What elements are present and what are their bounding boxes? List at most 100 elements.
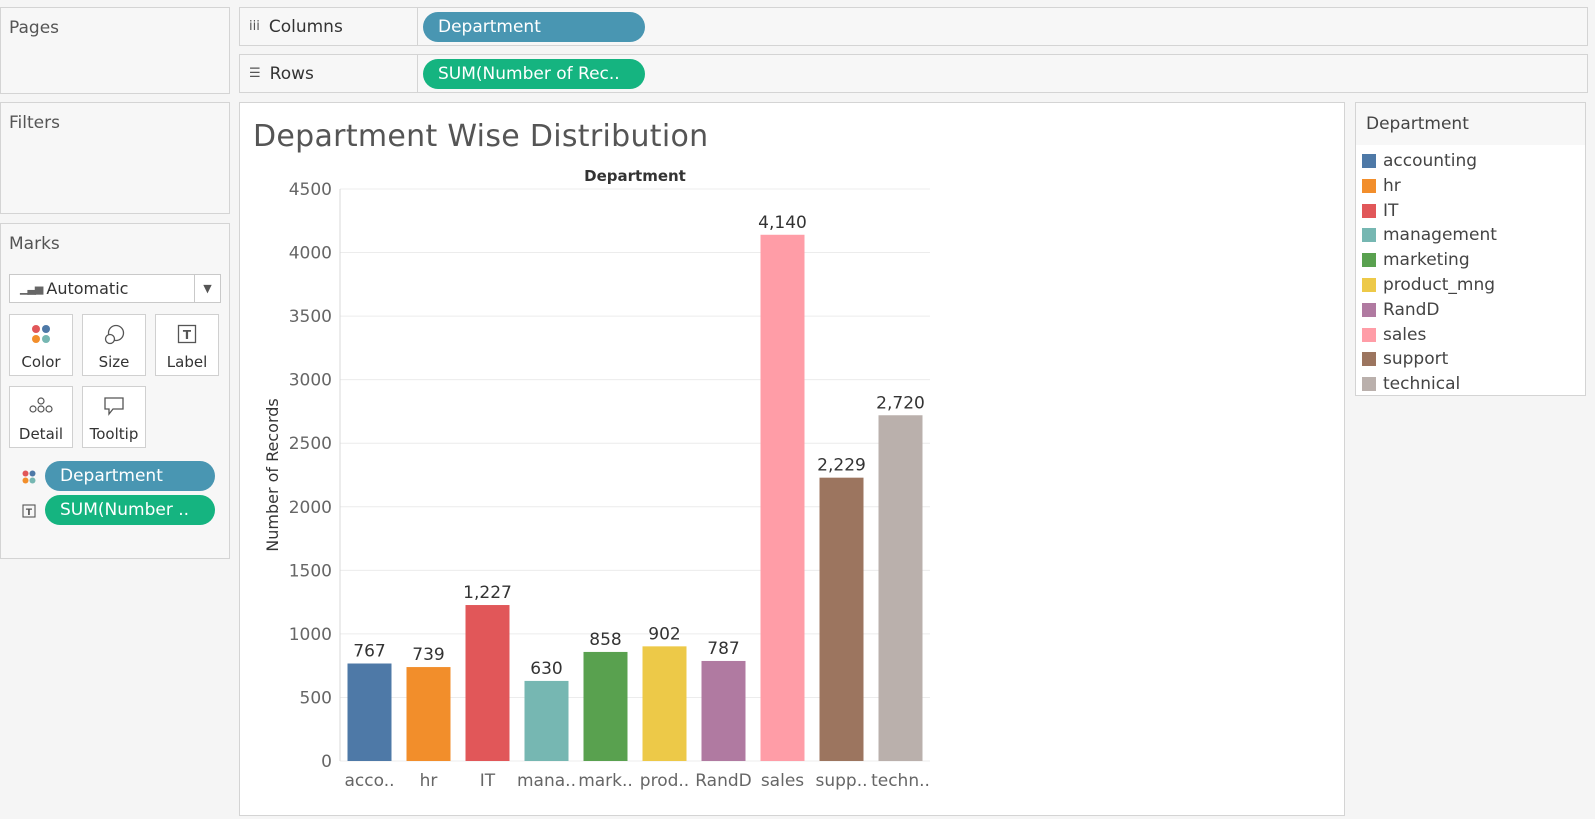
x-tick-label: IT <box>480 771 496 791</box>
legend-swatch <box>1362 228 1376 243</box>
tooltip-button[interactable]: Tooltip <box>82 386 146 448</box>
text-label-icon: T <box>177 324 197 348</box>
legend-swatch <box>1362 302 1376 317</box>
data-label: 630 <box>530 659 562 679</box>
chart-title: Department Wise Distribution <box>253 119 709 154</box>
bar-8 <box>819 477 864 761</box>
color-button[interactable]: Color <box>9 314 73 376</box>
label-button[interactable]: T Label <box>155 314 219 376</box>
bar-3 <box>524 680 569 761</box>
columns-department-pill-text: Department <box>438 17 541 37</box>
y-tick-label: 0 <box>321 752 332 772</box>
rows-icon: ☰ <box>249 66 261 81</box>
color-encoding-icon <box>22 469 36 488</box>
bar-0 <box>347 663 392 761</box>
pages-title: Pages <box>9 18 60 38</box>
y-tick-label: 2500 <box>289 434 332 454</box>
bar-6 <box>701 660 746 761</box>
speech-bubble-icon <box>103 396 125 420</box>
mark-type-dropdown[interactable]: ▁▃▅ Automatic ▼ <box>9 274 221 303</box>
label-button-label: Label <box>166 353 208 371</box>
y-tick-label: 3500 <box>289 307 332 327</box>
x-tick-label: hr <box>420 771 438 791</box>
rows-label-text: Rows <box>269 63 314 84</box>
legend-item-technical[interactable]: technical <box>1362 373 1460 395</box>
x-tick-label: RandD <box>695 771 752 791</box>
filters-title: Filters <box>9 113 60 133</box>
legend-item-hr[interactable]: hr <box>1362 175 1401 197</box>
legend-label: product_mng <box>1383 275 1496 295</box>
bar-chart-icon: ▁▃▅ <box>20 282 43 295</box>
legend-item-product-mng[interactable]: product_mng <box>1362 274 1495 296</box>
rows-shelf[interactable]: ☰ Rows SUM(Number of Rec.. <box>239 54 1588 93</box>
legend-swatch <box>1362 253 1376 268</box>
data-label: 858 <box>589 630 621 650</box>
color-department-pill[interactable]: Department <box>45 461 215 491</box>
legend-item-accounting[interactable]: accounting <box>1362 150 1477 172</box>
rows-sum-pill[interactable]: SUM(Number of Rec.. <box>423 59 645 89</box>
x-tick-label: supp.. <box>815 771 867 791</box>
legend-label: technical <box>1383 374 1461 395</box>
y-axis-label: Number of Records <box>263 398 282 551</box>
x-tick-label: techn.. <box>871 771 930 791</box>
legend-label: management <box>1383 225 1497 246</box>
y-tick-label: 4000 <box>289 244 332 264</box>
legend-item-randd[interactable]: RandD <box>1362 299 1440 321</box>
size-button[interactable]: Size <box>82 314 146 376</box>
detail-button-label: Detail <box>18 425 64 443</box>
filters-panel[interactable]: Filters <box>0 102 230 214</box>
legend-panel: Department accounting hr IT management marke… <box>1355 102 1586 396</box>
x-tick-label: mark.. <box>578 771 633 791</box>
size-circles-icon <box>103 324 125 350</box>
legend-item-support[interactable]: support <box>1362 348 1448 370</box>
x-tick-label: prod.. <box>640 771 689 791</box>
color-dots-icon <box>31 324 51 348</box>
legend-swatch <box>1362 327 1376 342</box>
y-tick-label: 3000 <box>289 371 332 391</box>
legend-label: accounting <box>1383 151 1478 171</box>
chevron-down-icon[interactable]: ▼ <box>194 275 220 302</box>
legend-swatch <box>1362 278 1376 292</box>
legend-item-marketing[interactable]: marketing <box>1362 249 1470 271</box>
columns-department-pill[interactable]: Department <box>423 12 645 42</box>
y-tick-label: 1000 <box>289 625 332 645</box>
legend-item-it[interactable]: IT <box>1362 200 1398 222</box>
rows-shelf-label: ☰ Rows <box>240 55 418 92</box>
legend-label: sales <box>1383 324 1427 345</box>
detail-button[interactable]: Detail <box>9 386 73 448</box>
legend-swatch <box>1362 377 1376 392</box>
bar-9 <box>878 415 923 761</box>
data-label: 787 <box>707 639 739 659</box>
svg-text:T: T <box>26 508 33 518</box>
legend-label: IT <box>1383 200 1399 221</box>
legend-swatch <box>1362 154 1376 168</box>
x-tick-label: mana.. <box>517 771 576 791</box>
y-tick-label: 2000 <box>289 498 332 518</box>
legend-item-sales[interactable]: sales <box>1362 324 1426 346</box>
legend-item-management[interactable]: management <box>1362 224 1497 246</box>
bar-2 <box>465 605 510 761</box>
data-label: 1,227 <box>463 583 512 603</box>
tooltip-button-label: Tooltip <box>89 425 139 443</box>
bar-chart: Department 0 500 1000 1500 2000 2500 3000 3500 40… <box>263 167 930 791</box>
label-sum-pill[interactable]: SUM(Number .. <box>45 495 215 525</box>
legend-swatch <box>1362 203 1376 218</box>
data-label: 739 <box>412 645 444 665</box>
label-sum-pill-text: SUM(Number .. <box>60 500 190 520</box>
pages-panel[interactable]: Pages <box>0 7 230 94</box>
y-tick-label: 4500 <box>289 180 332 200</box>
columns-shelf[interactable]: iii Columns Department <box>239 7 1588 46</box>
y-tick-label: 1500 <box>289 561 332 581</box>
data-label: 902 <box>648 624 680 644</box>
rows-sum-pill-text: SUM(Number of Rec.. <box>438 64 620 84</box>
legend-title: Department <box>1366 114 1469 134</box>
data-label: 2,229 <box>817 456 866 476</box>
legend-label: support <box>1383 349 1449 370</box>
marks-panel: Marks ▁▃▅ Automatic ▼ Color Size T Label… <box>0 223 230 559</box>
data-label: 4,140 <box>758 213 807 233</box>
bar-7 <box>760 234 805 761</box>
marks-title: Marks <box>9 234 60 254</box>
column-header: Department <box>584 167 686 185</box>
legend-label: marketing <box>1383 250 1470 271</box>
chart-view: Department Wise Distribution Department 0… <box>239 102 1345 816</box>
